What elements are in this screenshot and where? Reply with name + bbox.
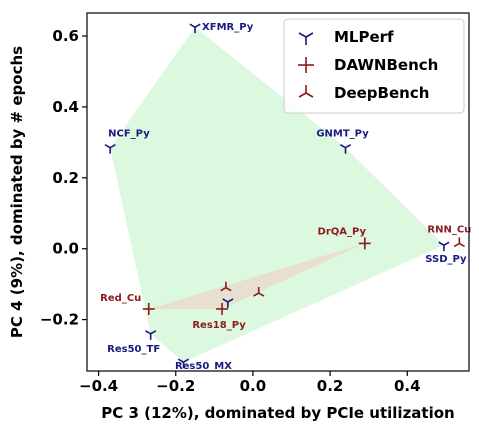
points-layer — [104, 23, 465, 369]
plot-frame — [86, 12, 470, 372]
point-label-res50-tf: Res50_TF — [107, 344, 160, 355]
point-label-drqa-py: DrQA_Py — [318, 226, 367, 237]
point-label-ncf-py: NCF_Py — [108, 129, 150, 140]
point-labels-layer: XFMR_Py NCF_Py GNMT_Py SSD_Py Res50_TF Res50_… — [100, 22, 471, 372]
legend-marker-mlperf — [298, 32, 314, 45]
y-axis-ticks: −0.2 0.0 0.2 0.4 0.6 — [40, 27, 87, 329]
dawnbench-hull — [148, 243, 365, 309]
point-deepbench-1 — [220, 281, 232, 292]
point-deepbench-0 — [453, 237, 465, 248]
legend-marker-dawnbench — [298, 57, 314, 73]
point-label-res18-py: Res18_Py — [192, 320, 246, 331]
x-tick-label: −0.2 — [156, 377, 195, 395]
legend-label-dawnbench: DAWNBench — [334, 56, 438, 74]
point-mlperf-5 — [145, 330, 157, 340]
point-mlperf-1 — [104, 143, 116, 154]
point-dawnbench-2 — [216, 302, 229, 315]
point-mlperf-3 — [438, 241, 450, 252]
legend-marker-deepbench — [298, 85, 314, 98]
point-mlperf-4 — [222, 298, 234, 308]
x-axis-label: PC 3 (12%), dominated by PCIe utilizatio… — [101, 404, 454, 422]
point-label-red-cu: Red_Cu — [100, 293, 141, 304]
point-label-xfmr-py: XFMR_Py — [202, 22, 254, 33]
legend-box — [283, 18, 465, 114]
point-label-ssd-py: SSD_Py — [425, 254, 467, 265]
x-tick-label: 0.4 — [394, 377, 421, 395]
mlperf-hull — [110, 27, 444, 363]
y-tick-label: −0.2 — [40, 311, 79, 329]
x-axis-ticks: −0.4 −0.2 0.0 0.2 0.4 — [79, 371, 421, 395]
point-label-gnmt-py: GNMT_Py — [316, 129, 369, 140]
point-dawnbench-1 — [142, 302, 155, 315]
point-mlperf-2 — [339, 143, 352, 154]
y-tick-label: 0.0 — [52, 240, 79, 258]
point-mlperf-6 — [177, 358, 190, 369]
point-label-rnn-cu: RNN_Cu — [427, 224, 471, 235]
point-mlperf-0 — [189, 23, 201, 34]
legend-label-mlperf: MLPerf — [334, 28, 394, 46]
legend-label-deepbench: DeepBench — [334, 84, 429, 102]
y-tick-label: 0.2 — [52, 169, 79, 187]
point-dawnbench-0 — [358, 237, 371, 250]
x-tick-label: 0.0 — [240, 377, 267, 395]
y-axis-label: PC 4 (9%), dominated by # epochs — [8, 46, 26, 338]
y-tick-label: 0.4 — [52, 98, 79, 116]
point-label-res50-mx: Res50_MX — [175, 361, 232, 372]
legend: MLPerf DAWNBench DeepBench — [283, 18, 465, 114]
x-tick-label: 0.2 — [317, 377, 344, 395]
point-deepbench-2 — [253, 287, 265, 297]
y-tick-label: 0.6 — [52, 27, 79, 45]
hull-layer — [110, 27, 444, 363]
x-tick-label: −0.4 — [79, 377, 118, 395]
